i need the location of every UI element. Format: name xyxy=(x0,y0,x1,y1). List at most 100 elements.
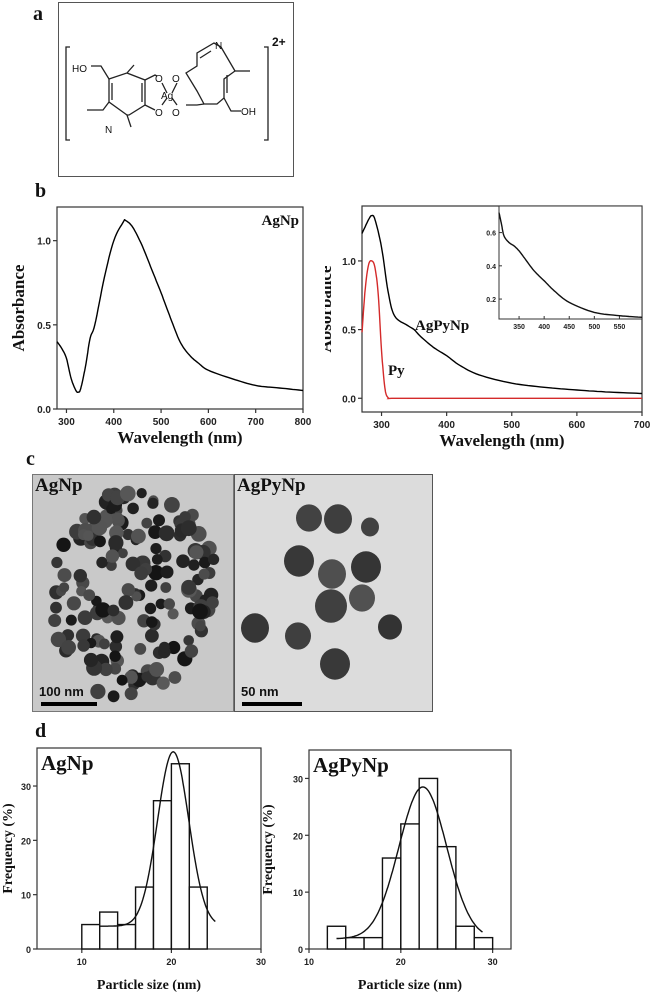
nanoparticle-image xyxy=(48,485,220,703)
label-o1: O xyxy=(155,74,163,85)
inset-frame xyxy=(498,205,643,320)
x-tick-label: 600 xyxy=(200,417,217,428)
histogram-bar xyxy=(99,911,119,950)
y-tick-label: 0.5 xyxy=(37,321,51,332)
x-tick-label: 500 xyxy=(153,417,170,428)
inset-x-tick-label: 400 xyxy=(538,324,550,331)
histogram-title: AgPyNp xyxy=(313,753,389,777)
inset-y-tick-label: 0.6 xyxy=(486,231,496,238)
y-axis-label: Absorbance xyxy=(325,265,335,352)
inset-y-tick-label: 0.2 xyxy=(486,297,496,304)
tem-label-agnp: AgNp xyxy=(35,475,83,496)
y-tick-label: 0 xyxy=(26,945,31,955)
panel-a-letter: a xyxy=(33,3,43,25)
scale-bar-agpynp xyxy=(242,702,302,706)
series-label-py: Py xyxy=(388,363,405,379)
tem-image-agnp: AgNp 100 nm xyxy=(32,474,234,712)
agpynp-absorbance-line xyxy=(361,214,643,395)
label-o3: O xyxy=(155,108,163,119)
x-tick-label: 10 xyxy=(304,957,314,967)
label-n1: N xyxy=(215,41,222,52)
panel-c-letter: c xyxy=(26,448,35,470)
scale-bar-label-agpynp: 50 nm xyxy=(241,684,279,699)
x-axis-label: Wavelength (nm) xyxy=(117,428,242,447)
scale-bar-agnp xyxy=(41,702,97,706)
y-tick-label: 1.0 xyxy=(37,237,51,248)
x-tick-label: 300 xyxy=(373,420,390,431)
histogram-bar xyxy=(363,936,384,950)
y-tick-label: 30 xyxy=(21,782,31,792)
histogram-bar xyxy=(152,799,173,950)
y-tick-label: 0.0 xyxy=(342,394,356,405)
chart-b-right: 300 400 500 600 700 0.0 0.5 1.0 Wavelength (nm) A… xyxy=(325,205,651,450)
label-ho: HO xyxy=(72,64,87,75)
chart-b-left: 300 400 500 600 700 800 0.0 0.5 1.0 Wavelength (n… xyxy=(9,206,312,447)
y-axis-label: Frequency (%) xyxy=(1,803,16,894)
y-axis-label: Frequency (%) xyxy=(261,804,276,895)
label-n2: N xyxy=(105,125,112,136)
label-ag: Ag xyxy=(161,91,173,102)
inset-x-tick-label: 350 xyxy=(513,324,525,331)
scale-bar-label-agnp: 100 nm xyxy=(39,684,84,699)
tem-image-agpynp: AgPyNp 50 nm xyxy=(234,474,433,712)
y-tick-label: 0.0 xyxy=(37,405,51,416)
series-label-agpynp: AgPyNp xyxy=(415,318,469,334)
histogram-bar xyxy=(116,923,137,950)
x-tick-label: 300 xyxy=(58,417,75,428)
y-tick-label: 10 xyxy=(293,888,303,898)
inset-x-tick-label: 450 xyxy=(563,324,575,331)
y-tick-label: 0.5 xyxy=(342,326,356,337)
x-tick-label: 10 xyxy=(77,957,87,967)
label-o4: O xyxy=(172,108,180,119)
x-tick-label: 500 xyxy=(503,420,520,431)
label-o2: O xyxy=(172,74,180,85)
y-tick-label: 10 xyxy=(21,891,31,901)
gaussian-fit-curve xyxy=(336,786,483,940)
panel-d-letter: d xyxy=(35,720,47,742)
y-tick-label: 1.0 xyxy=(342,257,356,268)
histogram-bar xyxy=(400,823,420,950)
x-tick-label: 20 xyxy=(166,957,176,967)
y-axis-label: Absorbance xyxy=(9,264,28,351)
histogram-bar xyxy=(134,886,155,950)
panel-a-structure-box: HO O O Ag O O N N OH 2+ xyxy=(58,2,294,177)
panel-b-letter: b xyxy=(35,180,47,202)
plot-frame xyxy=(56,206,304,410)
x-axis-label: Particle size (nm) xyxy=(358,978,463,992)
x-tick-label: 400 xyxy=(438,420,455,431)
chemical-structure: HO O O Ag O O N N OH 2+ xyxy=(65,35,286,141)
x-tick-label: 20 xyxy=(396,957,406,967)
x-tick-label: 400 xyxy=(105,417,122,428)
x-tick-label: 700 xyxy=(634,420,651,431)
py-absorbance-line xyxy=(361,259,642,400)
histogram-bar xyxy=(188,886,208,950)
x-tick-label: 600 xyxy=(569,420,586,431)
charge-label: 2+ xyxy=(272,35,286,49)
inset-y-tick-label: 0.4 xyxy=(486,264,496,271)
tem-label-agpynp: AgPyNp xyxy=(237,475,306,496)
agnp-absorbance-line xyxy=(56,219,304,393)
y-tick-label: 30 xyxy=(293,774,303,784)
histogram-bar xyxy=(455,925,475,950)
histogram-bar xyxy=(170,763,191,950)
histogram-bar xyxy=(436,845,457,950)
y-tick-label: 20 xyxy=(21,836,31,846)
y-tick-label: 20 xyxy=(293,831,303,841)
x-tick-label: 700 xyxy=(247,417,264,428)
histogram-bar xyxy=(81,923,101,950)
x-tick-label: 30 xyxy=(488,957,498,967)
inset-x-tick-label: 550 xyxy=(614,324,626,331)
x-tick-label: 30 xyxy=(256,957,266,967)
x-tick-label: 800 xyxy=(295,417,312,428)
histogram-title: AgNp xyxy=(41,751,94,775)
histogram-bar xyxy=(473,936,494,950)
x-axis-label: Wavelength (nm) xyxy=(439,431,564,450)
inset-absorbance-line xyxy=(498,212,643,318)
gaussian-fit-curve xyxy=(99,751,216,927)
x-axis-label: Particle size (nm) xyxy=(97,978,202,992)
y-tick-label: 0 xyxy=(298,945,303,955)
inset-x-tick-label: 500 xyxy=(588,324,600,331)
nanoparticle-image xyxy=(241,504,402,680)
series-label-agnp: AgNp xyxy=(261,213,299,229)
